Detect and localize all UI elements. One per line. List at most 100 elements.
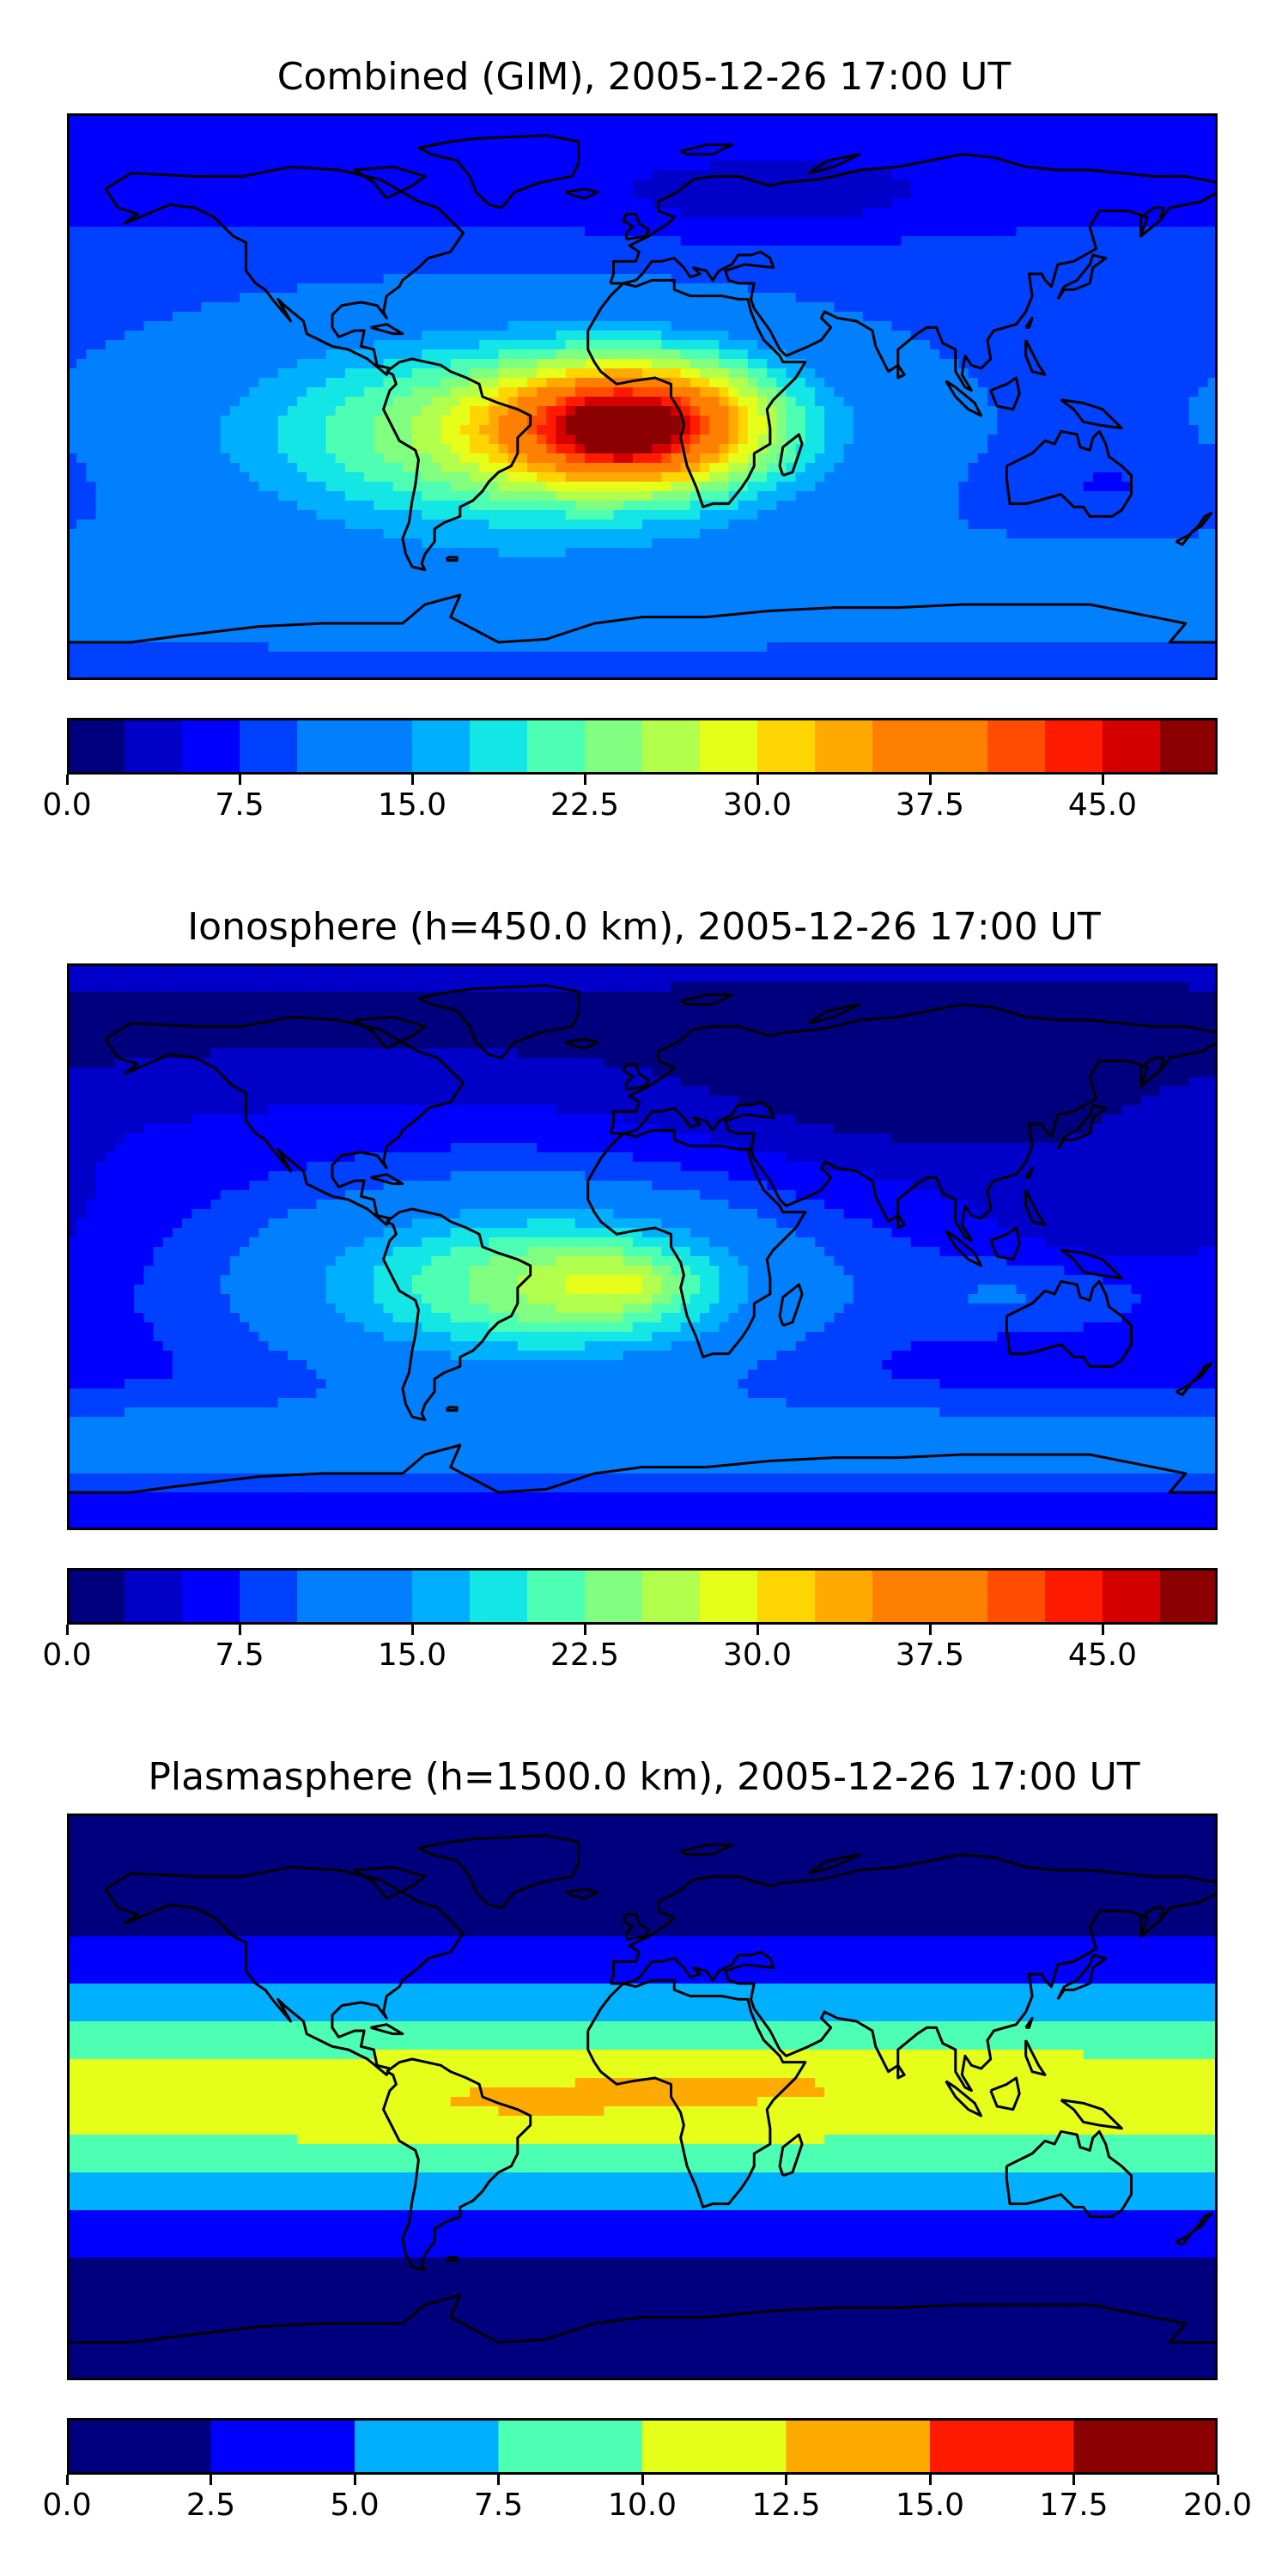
heatmap-cell (182, 142, 192, 152)
heatmap-cell (757, 161, 768, 171)
heatmap-cell (172, 368, 183, 379)
heatmap-cell (1103, 123, 1113, 133)
heatmap-cell (872, 331, 883, 341)
heatmap-cell (1103, 236, 1113, 246)
heatmap-cell (105, 349, 116, 360)
heatmap-cell (843, 227, 854, 237)
heatmap-cell (1025, 170, 1036, 180)
heatmap-cell (757, 142, 768, 152)
heatmap-cell (920, 387, 931, 398)
heatmap-cell (652, 264, 662, 275)
heatmap-cell (422, 434, 432, 445)
heatmap-cell (335, 255, 346, 265)
heatmap-cell (201, 302, 212, 313)
heatmap-cell (834, 208, 845, 218)
heatmap-cell (642, 453, 653, 464)
heatmap-cell (172, 274, 183, 284)
heatmap-cell (891, 170, 902, 180)
heatmap-cell (719, 349, 730, 360)
heatmap-cell (134, 274, 144, 284)
heatmap-cell (344, 293, 355, 303)
heatmap-cell (767, 378, 777, 388)
heatmap-cell (853, 274, 864, 284)
heatmap-cell (240, 406, 250, 416)
heatmap-cell (1083, 264, 1094, 275)
heatmap-cell (249, 472, 259, 483)
heatmap-cell (556, 321, 567, 331)
heatmap-cell (489, 217, 500, 228)
heatmap-cell (67, 463, 77, 473)
heatmap-cell (86, 217, 97, 228)
heatmap-cell (76, 113, 87, 124)
heatmap-cell (307, 387, 317, 398)
heatmap-cell (997, 293, 1007, 303)
heatmap-cell (537, 142, 547, 152)
heatmap-cell (114, 501, 125, 511)
heatmap-cell (182, 113, 192, 124)
heatmap-cell (316, 293, 327, 303)
heatmap-cell (172, 453, 183, 464)
heatmap-cell (143, 217, 155, 228)
heatmap-cell (412, 302, 422, 313)
heatmap-cell (134, 189, 144, 199)
heatmap-cell (987, 264, 998, 275)
heatmap-cell (1054, 368, 1065, 379)
heatmap-cell (249, 113, 259, 124)
heatmap-cell (459, 302, 471, 313)
heatmap-cell (1054, 453, 1065, 464)
heatmap-cell (719, 161, 730, 171)
heatmap-cell (997, 331, 1007, 341)
heatmap-cell (872, 491, 883, 501)
heatmap-cell (824, 444, 835, 454)
heatmap-cell (1140, 142, 1151, 152)
heatmap-cell (920, 142, 931, 152)
heatmap-cell (1121, 359, 1133, 369)
heatmap-cell (325, 387, 337, 398)
heatmap-cell (700, 416, 710, 426)
heatmap-cell (335, 453, 346, 464)
heatmap-cell (1198, 491, 1209, 501)
heatmap-cell (307, 151, 317, 161)
heatmap-cell (565, 331, 576, 341)
heatmap-cell (67, 321, 77, 331)
heatmap-cell (977, 293, 988, 303)
heatmap-cell (690, 227, 701, 237)
heatmap-cell (537, 416, 547, 426)
heatmap-cell (162, 302, 173, 313)
heatmap-cell (920, 416, 931, 426)
heatmap-cell (105, 236, 116, 246)
heatmap-cell (977, 189, 988, 199)
heatmap-cell (86, 132, 97, 143)
heatmap-cell (153, 246, 164, 256)
heatmap-cell (1140, 113, 1151, 124)
heatmap-cell (1121, 312, 1133, 322)
heatmap-cell (67, 246, 77, 256)
heatmap-cell (105, 425, 116, 435)
heatmap-cell (355, 161, 365, 171)
heatmap-cell (949, 170, 960, 180)
heatmap-cell (335, 198, 346, 209)
heatmap-cell (355, 387, 365, 398)
heatmap-cell (1064, 491, 1075, 501)
heatmap-cell (1207, 482, 1218, 492)
heatmap-cell (297, 416, 307, 426)
heatmap-cell (1054, 255, 1065, 265)
heatmap-cell (287, 132, 298, 143)
heatmap-cell (344, 368, 355, 379)
heatmap-cell (258, 434, 270, 445)
heatmap-cell (843, 132, 854, 143)
heatmap-cell (240, 368, 250, 379)
heatmap-cell (709, 179, 720, 190)
heatmap-cell (1006, 142, 1018, 152)
heatmap-cell (479, 444, 489, 454)
heatmap-cell (1150, 142, 1161, 152)
heatmap-cell (805, 416, 816, 426)
heatmap-cell (1035, 349, 1046, 360)
heatmap-cell (1121, 113, 1133, 124)
heatmap-cell (1064, 293, 1075, 303)
heatmap-cell (153, 142, 164, 152)
heatmap-cell (1179, 161, 1190, 171)
heatmap-cell (795, 463, 806, 473)
heatmap-cell (277, 208, 289, 218)
heatmap-cell (709, 142, 720, 152)
